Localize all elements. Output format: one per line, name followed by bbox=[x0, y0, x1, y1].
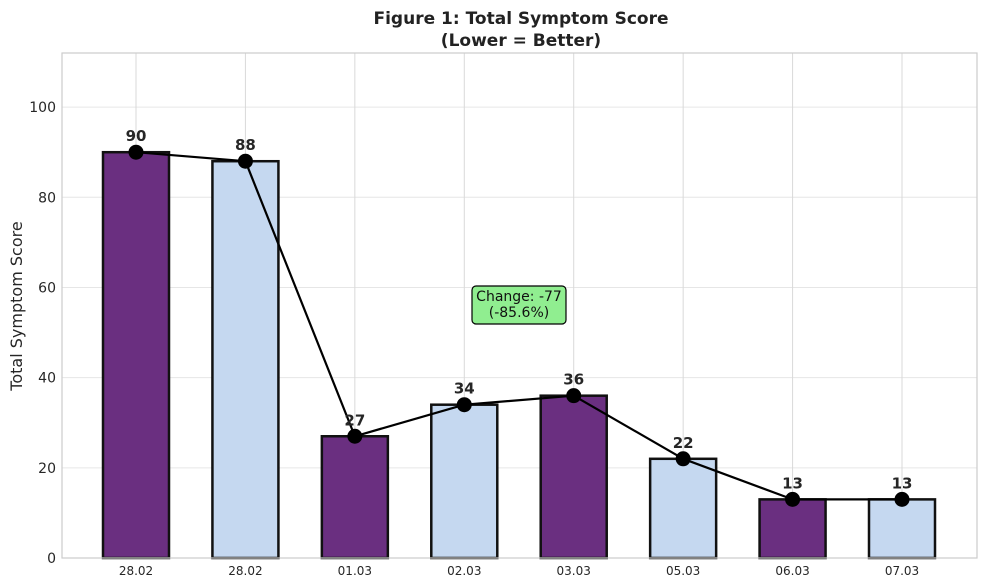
x-tick-label-2: 01.03 bbox=[338, 564, 372, 578]
trend-point-2 bbox=[347, 428, 363, 444]
trend-point-5 bbox=[675, 451, 691, 467]
bar-series bbox=[101, 150, 937, 560]
trend-point-7 bbox=[894, 491, 910, 507]
annotation-change-text: Change: -77 bbox=[476, 289, 562, 305]
chart-title-line1: Figure 1: Total Symptom Score bbox=[373, 9, 668, 29]
data-label-3: 34 bbox=[454, 380, 475, 398]
data-label-4: 36 bbox=[563, 371, 584, 389]
x-tick-label-6: 06.03 bbox=[775, 564, 809, 578]
data-label-7: 13 bbox=[892, 474, 913, 492]
x-tick-label-7: 07.03 bbox=[885, 564, 919, 578]
line-series bbox=[128, 144, 910, 507]
x-tick-label-0: 28.02 bbox=[119, 564, 153, 578]
trend-point-1 bbox=[237, 153, 253, 169]
y-axis-label: Total Symptom Score bbox=[7, 221, 26, 391]
bar-0 bbox=[101, 150, 171, 560]
bar-2 bbox=[320, 435, 390, 560]
trend-point-4 bbox=[566, 388, 582, 404]
y-tick-label: 40 bbox=[38, 371, 56, 387]
trend-line bbox=[135, 151, 902, 501]
y-tick-label: 80 bbox=[38, 190, 56, 206]
annotation-percent-text: (-85.6%) bbox=[489, 305, 549, 321]
y-tick-label: 60 bbox=[38, 280, 56, 296]
chart-title: Figure 1: Total Symptom Score (Lower = B… bbox=[373, 9, 668, 51]
axes: 0 20 40 60 80 100 28.02 28.02 01.03 02.03 03.03 05.… bbox=[29, 52, 978, 578]
annotation-box bbox=[471, 285, 567, 325]
bar-1 bbox=[211, 159, 280, 560]
bar-5 bbox=[648, 457, 718, 560]
data-label-0: 90 bbox=[126, 127, 147, 145]
y-tick-label: 20 bbox=[38, 461, 56, 477]
y-tick-label: 0 bbox=[47, 551, 56, 567]
bar-6 bbox=[758, 498, 827, 560]
x-tick-label-3: 02.03 bbox=[447, 564, 481, 578]
bar-3 bbox=[430, 403, 499, 560]
y-tick-label: 100 bbox=[29, 100, 56, 116]
x-tick-label-1: 28.02 bbox=[228, 564, 262, 578]
bar-4 bbox=[539, 394, 608, 560]
trend-point-3 bbox=[456, 397, 472, 413]
chart-title-line2: (Lower = Better) bbox=[441, 31, 601, 51]
change-annotation: Change: -77 (-85.6%) bbox=[471, 285, 567, 325]
data-label-2: 27 bbox=[344, 411, 365, 429]
trend-point-6 bbox=[785, 491, 801, 507]
data-label-1: 88 bbox=[235, 136, 256, 154]
x-tick-label-4: 03.03 bbox=[557, 564, 591, 578]
plot-frame bbox=[61, 52, 978, 559]
x-tick-label-5: 05.03 bbox=[666, 564, 700, 578]
bar-7 bbox=[867, 498, 937, 560]
data-label-5: 22 bbox=[673, 434, 694, 452]
data-labels: 90 88 27 34 36 22 13 13 bbox=[126, 127, 913, 492]
data-label-6: 13 bbox=[782, 474, 803, 492]
trend-point-0 bbox=[128, 144, 144, 160]
